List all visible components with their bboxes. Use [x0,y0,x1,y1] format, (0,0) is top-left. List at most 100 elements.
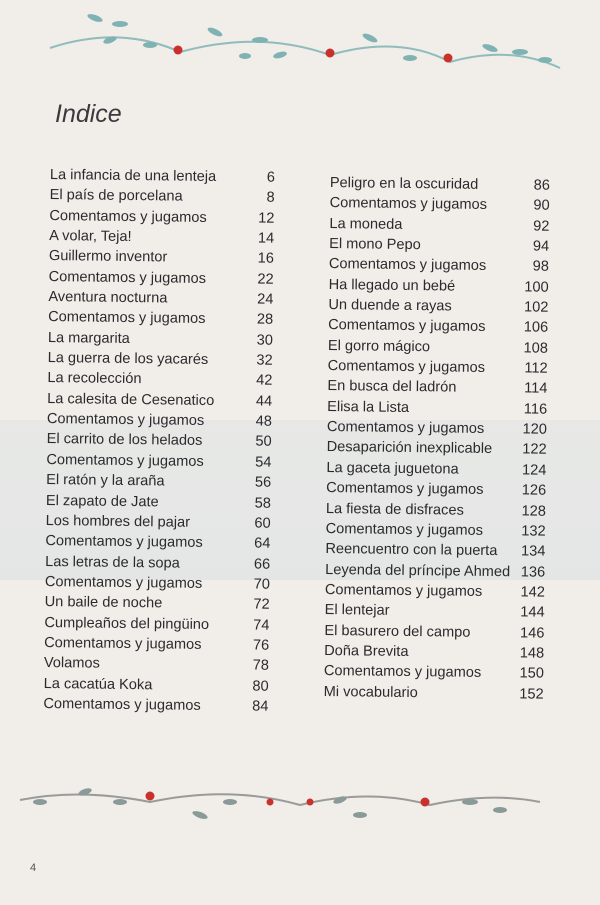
toc-entry-title: Leyenda del príncipe Ahmed [325,561,511,580]
toc-entry-page: 80 [252,678,269,695]
toc-entry-page: 150 [519,665,544,682]
toc-entry: Comentamos y jugamos 70 [45,572,270,594]
toc-entry-title: El lentejar [324,602,390,619]
toc-entry: La calesita de Cesenatico 44 [47,389,272,411]
toc-entry-title: El mono Pepo [329,236,421,254]
toc-entry: La fiesta de disfraces 128 [326,498,546,521]
toc-entry-page: 50 [255,433,272,451]
toc-entry: Aventura nocturna 24 [48,287,273,309]
toc-entry-title: Volamos [43,655,100,672]
toc-entry-title: Comentamos y jugamos [328,317,486,336]
toc-entry-title: Comentamos y jugamos [326,419,485,438]
toc-entry-page: 28 [256,311,274,329]
toc-entry-title: Mi vocabulario [323,683,418,701]
toc-entry-title: Comentamos y jugamos [44,634,202,653]
toc-entry: Comentamos y jugamos 112 [328,356,548,379]
toc-entry: Peligro en la oscuridad 86 [330,173,550,196]
toc-entry-page: 70 [253,576,270,593]
toc-entry-title: Las letras de la sopa [45,553,180,572]
toc-entry: Las letras de la sopa 66 [45,552,270,574]
toc-entry: Guillermo inventor 16 [48,246,274,268]
toc-entry: El ratón y la araña 56 [46,470,271,492]
toc-entry-page: 114 [524,380,548,398]
toc-entry: En busca del ladrón 114 [327,376,547,399]
toc-entry-title: La infancia de una lenteja [49,166,217,186]
toc-entry: Comentamos y jugamos 54 [46,450,271,472]
toc-entry-page: 106 [523,319,549,337]
toc-entry-title: Guillermo inventor [48,248,168,266]
toc-entry-title: Comentamos y jugamos [324,581,483,600]
toc-entry: El mono Pepo 94 [329,234,549,257]
toc-entry-page: 102 [523,299,549,316]
toc-entry-page: 56 [254,474,272,491]
toc-entry: Comentamos y jugamos 22 [48,267,274,289]
toc-entry: La cacatúa Koka 80 [44,674,269,696]
toc-entry: Un duende a rayas 102 [328,295,548,318]
toc-entry: Reencuentro con la puerta 134 [325,539,545,562]
toc-entry-title: La recolección [47,370,142,388]
toc-entry: Comentamos y jugamos 106 [328,315,548,338]
toc-entry-page: 22 [257,271,274,288]
toc-entry-page: 90 [533,197,550,215]
top-vine-ornament [49,14,561,69]
toc-entry-title: Reencuentro con la puerta [325,541,498,560]
toc-entry: Comentamos y jugamos 150 [324,661,544,684]
toc-entry-page: 100 [524,279,549,296]
toc-entry: Comentamos y jugamos 120 [326,417,547,440]
toc-entry-page: 72 [253,596,270,613]
toc-entry-page: 58 [254,495,271,512]
toc-entry: Ha llegado un bebé 100 [328,275,549,298]
toc-entry-page: 92 [533,218,550,235]
toc-entry: Elisa la Lista 116 [327,397,547,420]
toc-entry-page: 66 [253,556,271,573]
toc-entry-title: Comentamos y jugamos [49,207,207,226]
toc-entry: Comentamos y jugamos 76 [44,633,269,655]
toc-entry: Comentamos y jugamos 132 [326,519,546,542]
toc-entry-title: Desaparición inexplicable [326,439,493,458]
page-title: Indice [55,100,122,128]
toc-entry-title: La gaceta juguetona [326,459,459,478]
toc-entry-title: Comentamos y jugamos [48,268,207,287]
toc-entry-page: 42 [256,372,273,390]
toc-entry: La gaceta juguetona 124 [326,458,546,481]
toc-entry-page: 142 [520,584,545,601]
toc-entry-title: El basurero del campo [324,622,471,641]
toc-entry-page: 48 [255,413,272,430]
toc-entry: Un baile de noche 72 [44,592,270,614]
toc-entry-page: 74 [253,617,270,634]
toc-entry: El zapato de Jate 58 [45,490,271,512]
toc-entry: Desaparición inexplicable 122 [326,437,547,460]
toc-entry: Cumpleaños del pingüino 74 [44,613,269,635]
toc-entry-page: 6 [266,169,275,186]
toc-entry-page: 122 [522,441,547,459]
toc-entry-title: Un baile de noche [44,594,163,612]
toc-entry-title: Comentamos y jugamos [329,195,488,214]
toc-entry-title: Aventura nocturna [48,289,168,307]
toc-entry-page: 108 [523,340,548,357]
toc-entry-title: Comentamos y jugamos [328,256,487,275]
toc-entry: Comentamos y jugamos 126 [326,478,546,501]
toc-entry-title: Elisa la Lista [327,398,410,416]
toc-entry-title: El zapato de Jate [45,492,159,510]
toc-right-column: Peligro en la oscuridad 86 Comentamos y ju… [323,173,550,705]
toc-entry-title: Ha llegado un bebé [328,276,456,295]
toc-entry-page: 14 [257,230,275,247]
toc-entry-title: En busca del ladrón [327,378,457,396]
toc-entry-title: La moneda [329,215,403,233]
toc-entry: Comentamos y jugamos 48 [47,409,272,431]
toc-entry-page: 16 [257,250,274,268]
toc-entry-title: Comentamos y jugamos [326,480,484,499]
toc-entry-title: La calesita de Cesenatico [47,390,215,409]
toc-entry-page: 24 [257,291,274,308]
page-number: 4 [30,862,37,874]
toc-entry: A volar, Teja! 14 [49,226,274,248]
toc-entry-page: 60 [254,515,271,532]
toc-entry: Comentamos y jugamos 142 [324,580,545,603]
toc-entry-page: 64 [254,535,271,552]
toc-entry-page: 30 [256,332,273,349]
toc-entry: Comentamos y jugamos 28 [48,307,273,329]
toc-entry: La margarita 30 [48,328,273,350]
toc-entry-page: 8 [266,189,275,207]
toc-entry-title: La guerra de los yacarés [47,350,209,369]
toc-entry: Mi vocabulario 152 [323,682,544,705]
